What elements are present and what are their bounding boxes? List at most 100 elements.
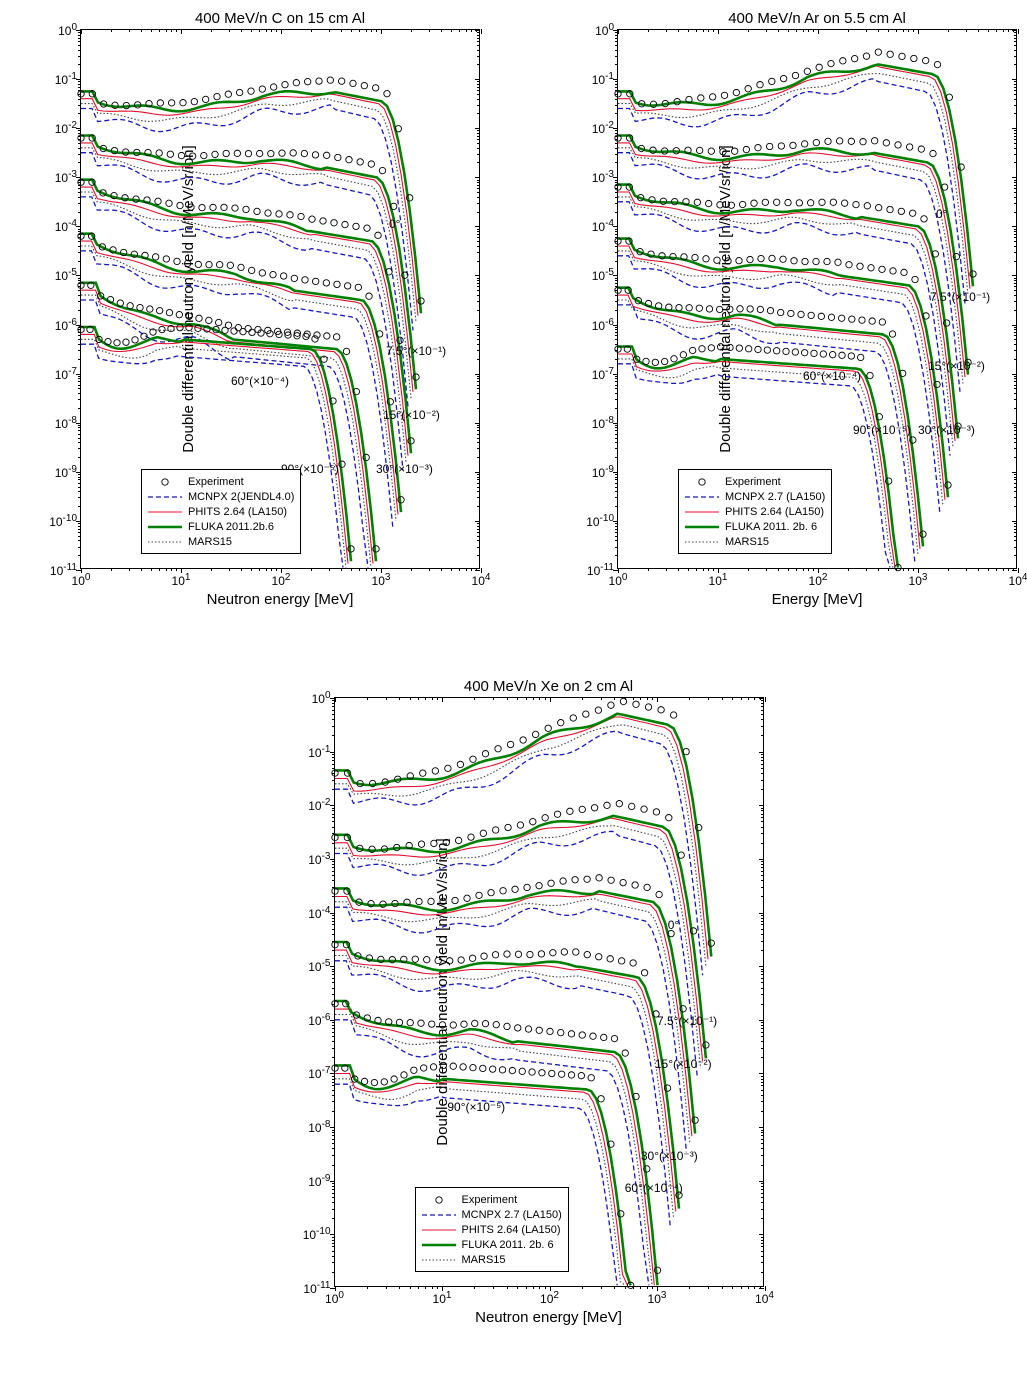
legend: ExperimentMCNPX 2.7 (LA150)PHITS 2.64 (L… — [678, 469, 832, 554]
experiment-marker — [132, 337, 138, 343]
series-phits — [618, 66, 970, 289]
experiment-marker — [400, 1072, 406, 1078]
experiment-marker — [898, 208, 904, 214]
y-tick-label: 10-1 — [55, 71, 81, 87]
experiment-marker — [851, 55, 857, 61]
y-tick-label: 100 — [312, 690, 335, 706]
experiment-marker — [825, 138, 831, 144]
experiment-marker — [901, 269, 907, 275]
experiment-marker — [357, 159, 363, 165]
x-axis-label: Energy [MeV] — [617, 591, 1017, 608]
experiment-marker — [727, 344, 733, 350]
legend: ExperimentMCNPX 2(JENDL4.0)PHITS 2.64 (L… — [141, 469, 301, 554]
experiment-marker — [875, 49, 881, 55]
experiment-marker — [535, 882, 541, 888]
experiment-marker — [836, 138, 842, 144]
x-axis-label: Neutron energy [MeV] — [334, 1309, 764, 1326]
experiment-marker — [780, 75, 786, 81]
experiment-marker — [232, 205, 238, 211]
experiment-marker — [792, 349, 798, 355]
experiment-marker — [801, 350, 807, 356]
experiment-marker — [301, 150, 307, 156]
experiment-marker — [123, 339, 129, 345]
experiment-marker — [174, 258, 180, 264]
experiment-marker — [469, 955, 475, 961]
plot-area: Double differential neutron yield [n/MeV… — [334, 697, 764, 1287]
experiment-marker — [839, 352, 845, 358]
legend-label: PHITS 2.64 (LA150) — [725, 506, 824, 518]
experiment-marker — [440, 1062, 446, 1068]
experiment-marker — [554, 811, 560, 817]
experiment-marker — [538, 951, 544, 957]
experiment-marker — [163, 256, 169, 262]
legend-label: MARS15 — [725, 536, 769, 548]
experiment-marker — [578, 1072, 584, 1078]
x-tick-label: 103 — [909, 568, 928, 588]
experiment-marker — [480, 830, 486, 836]
experiment-marker — [457, 957, 463, 963]
x-tick-label: 103 — [372, 568, 391, 588]
y-tick-label: 10-9 — [592, 464, 618, 480]
y-tick-label: 10-9 — [55, 464, 81, 480]
experiment-marker — [343, 348, 349, 354]
experiment-marker — [547, 880, 553, 886]
experiment-marker — [883, 140, 889, 146]
experiment-marker — [427, 898, 433, 904]
experiment-marker — [579, 806, 585, 812]
experiment-marker — [248, 267, 254, 273]
legend-label: MARS15 — [462, 1254, 506, 1266]
legend-label: MCNPX 2.7 (LA150) — [462, 1209, 562, 1221]
experiment-marker — [863, 53, 869, 59]
experiment-marker — [887, 206, 893, 212]
x-tick-label: 104 — [755, 1286, 774, 1306]
y-tick-label: 10-5 — [55, 267, 81, 283]
experiment-marker — [583, 876, 589, 882]
experiment-marker — [147, 306, 153, 312]
experiment-marker — [312, 278, 318, 284]
plot-area: Double differential neutron yield [n/MeV… — [617, 29, 1017, 569]
experiment-marker — [270, 271, 276, 277]
experiment-marker — [507, 741, 513, 747]
experiment-marker — [857, 263, 863, 269]
experiment-marker — [499, 888, 505, 894]
experiment-marker — [758, 255, 764, 261]
experiment-marker — [188, 204, 194, 210]
experiment-marker — [813, 258, 819, 264]
experiment-marker — [629, 960, 635, 966]
experiment-marker — [717, 344, 723, 350]
experiment-marker — [489, 1066, 495, 1072]
experiment-marker — [155, 198, 161, 204]
experiment-marker — [361, 1078, 367, 1084]
experiment-marker — [236, 89, 242, 95]
legend-item: FLUKA 2011. 2b. 6 — [422, 1237, 562, 1252]
experiment-marker — [747, 256, 753, 262]
experiment-marker — [407, 1019, 413, 1025]
experiment-marker — [692, 254, 698, 260]
experiment-marker — [838, 315, 844, 321]
legend-symbol — [148, 506, 182, 518]
experiment-marker — [568, 1031, 574, 1037]
y-tick-label: 10-1 — [308, 744, 334, 760]
experiment-marker — [167, 151, 173, 157]
experiment-marker — [670, 712, 676, 718]
experiment-marker — [428, 1021, 434, 1027]
experiment-marker — [256, 150, 262, 156]
experiment-marker — [708, 148, 714, 154]
experiment-marker — [156, 307, 162, 313]
legend-item: PHITS 2.64 (LA150) — [422, 1222, 562, 1237]
experiment-marker — [755, 144, 761, 150]
experiment-marker — [186, 313, 192, 319]
y-tick-label: 10-3 — [308, 851, 334, 867]
y-tick-label: 10-2 — [592, 120, 618, 136]
legend-symbol — [685, 536, 719, 548]
experiment-marker — [566, 808, 572, 814]
experiment-marker — [816, 64, 822, 70]
legend-item: Experiment — [685, 474, 825, 489]
experiment-marker — [245, 150, 251, 156]
legend-symbol — [148, 536, 182, 548]
legend-symbol — [685, 521, 719, 533]
legend-symbol — [422, 1209, 456, 1221]
experiment-marker — [238, 264, 244, 270]
experiment-marker — [249, 329, 255, 335]
angle-annotation: 7.5°(×10⁻¹) — [657, 1014, 717, 1028]
